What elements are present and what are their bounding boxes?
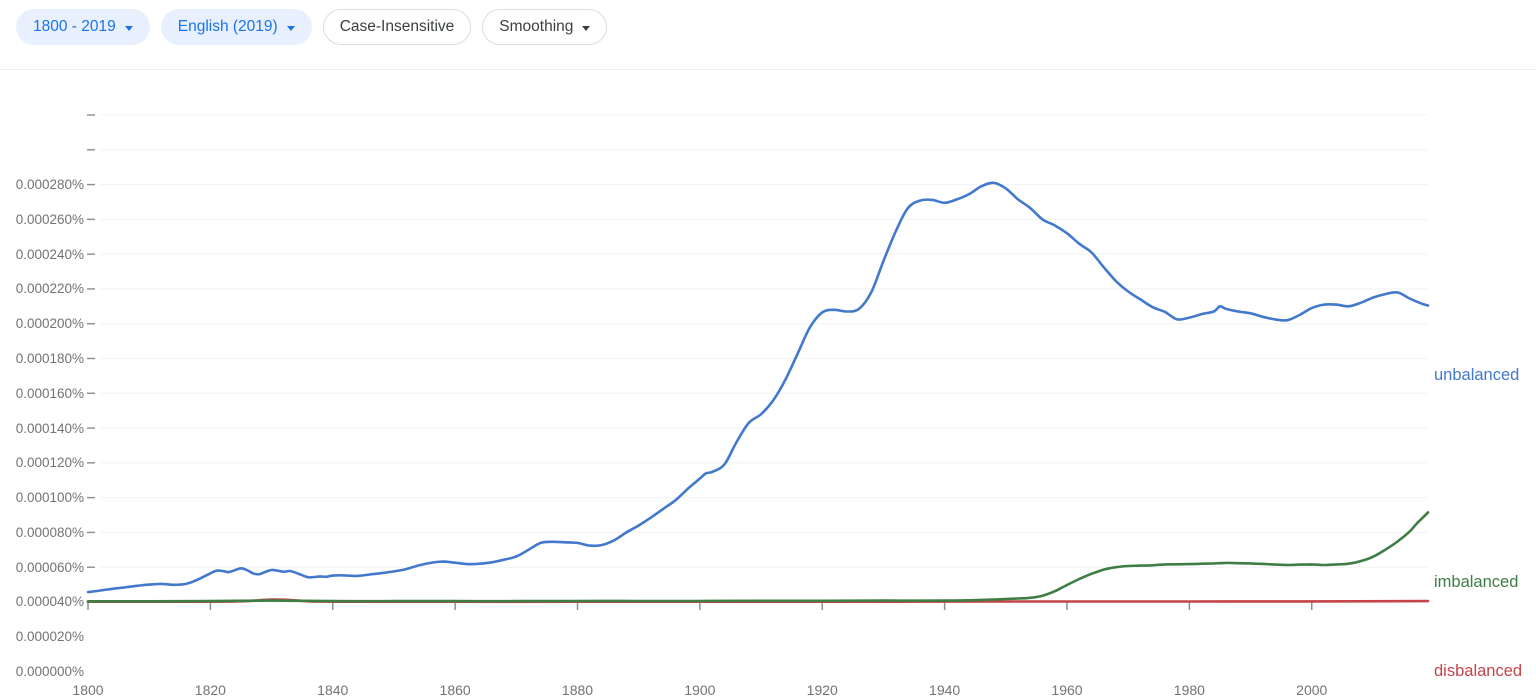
y-axis-tick-label: 0.000240% <box>15 246 84 262</box>
x-axis-tick-label: 1820 <box>194 682 226 698</box>
series-label-disbalanced[interactable]: disbalanced <box>1434 662 1523 681</box>
y-axis-tick-label: 0.000220% <box>15 281 84 297</box>
chevron-down-icon <box>582 25 591 31</box>
x-axis-tick-label: 1840 <box>317 682 349 698</box>
y-axis-tick-label: 0.000280% <box>15 177 84 192</box>
chevron-down-icon <box>124 25 133 31</box>
x-axis-tick-label: 1940 <box>929 682 961 698</box>
x-axis-tick-label: 2000 <box>1296 682 1328 698</box>
ngram-toolbar: 1800 - 2019 English (2019) Case-Insensit… <box>0 0 1536 70</box>
y-axis-tick-label: 0.000020% <box>15 629 84 645</box>
x-axis-tick-label: 1900 <box>684 682 716 698</box>
ngram-chart: 0.000000% 0.000020% 0.000040% 0.000060% 0.00… <box>0 70 1536 698</box>
corpus-label: English (2019) <box>177 18 278 35</box>
y-axis-tick-label: 0.000120% <box>15 455 84 471</box>
y-axis-tick-label: 0.000000% <box>15 664 84 679</box>
y-axis-tick-label: 0.000260% <box>15 211 84 227</box>
y-axis-tick-label: 0.000100% <box>15 490 84 506</box>
case-sensitivity-label: Case-Insensitive <box>339 18 455 35</box>
smoothing-label: Smoothing <box>499 18 574 35</box>
y-axis-tick-label: 0.000040% <box>15 594 84 610</box>
x-axis-tick-label: 1920 <box>806 682 838 698</box>
x-axis-tick-label: 1860 <box>439 682 471 698</box>
year-range-button[interactable]: 1800 - 2019 <box>16 9 150 45</box>
series-line-unbalanced[interactable] <box>86 181 1430 594</box>
case-sensitivity-button[interactable]: Case-Insensitive <box>322 9 472 45</box>
x-axis-tick-label: 1980 <box>1173 682 1205 698</box>
x-axis-tick-label: 1960 <box>1051 682 1083 698</box>
x-axis-tick-label: 1880 <box>561 682 594 698</box>
y-axis-tick-label: 0.000200% <box>15 316 84 332</box>
corpus-button[interactable]: English (2019) <box>160 9 312 45</box>
chevron-down-icon <box>286 25 295 31</box>
y-axis-tick-label: 0.000060% <box>15 559 84 575</box>
y-axis-tick-label: 0.000080% <box>15 524 84 540</box>
series-line-imbalanced[interactable] <box>86 511 1430 603</box>
year-range-label: 1800 - 2019 <box>33 18 116 35</box>
chart-canvas <box>86 114 1430 610</box>
series-label-unbalanced[interactable]: unbalanced <box>1434 366 1520 385</box>
y-axis-tick-label: 0.000160% <box>15 385 84 401</box>
y-axis-tick-label: 0.000180% <box>15 350 84 366</box>
series-label-imbalanced[interactable]: imbalanced <box>1434 573 1519 592</box>
smoothing-button[interactable]: Smoothing <box>482 9 608 45</box>
y-axis-tick-label: 0.000140% <box>15 420 84 436</box>
x-axis-tick-label: 1800 <box>72 682 104 698</box>
